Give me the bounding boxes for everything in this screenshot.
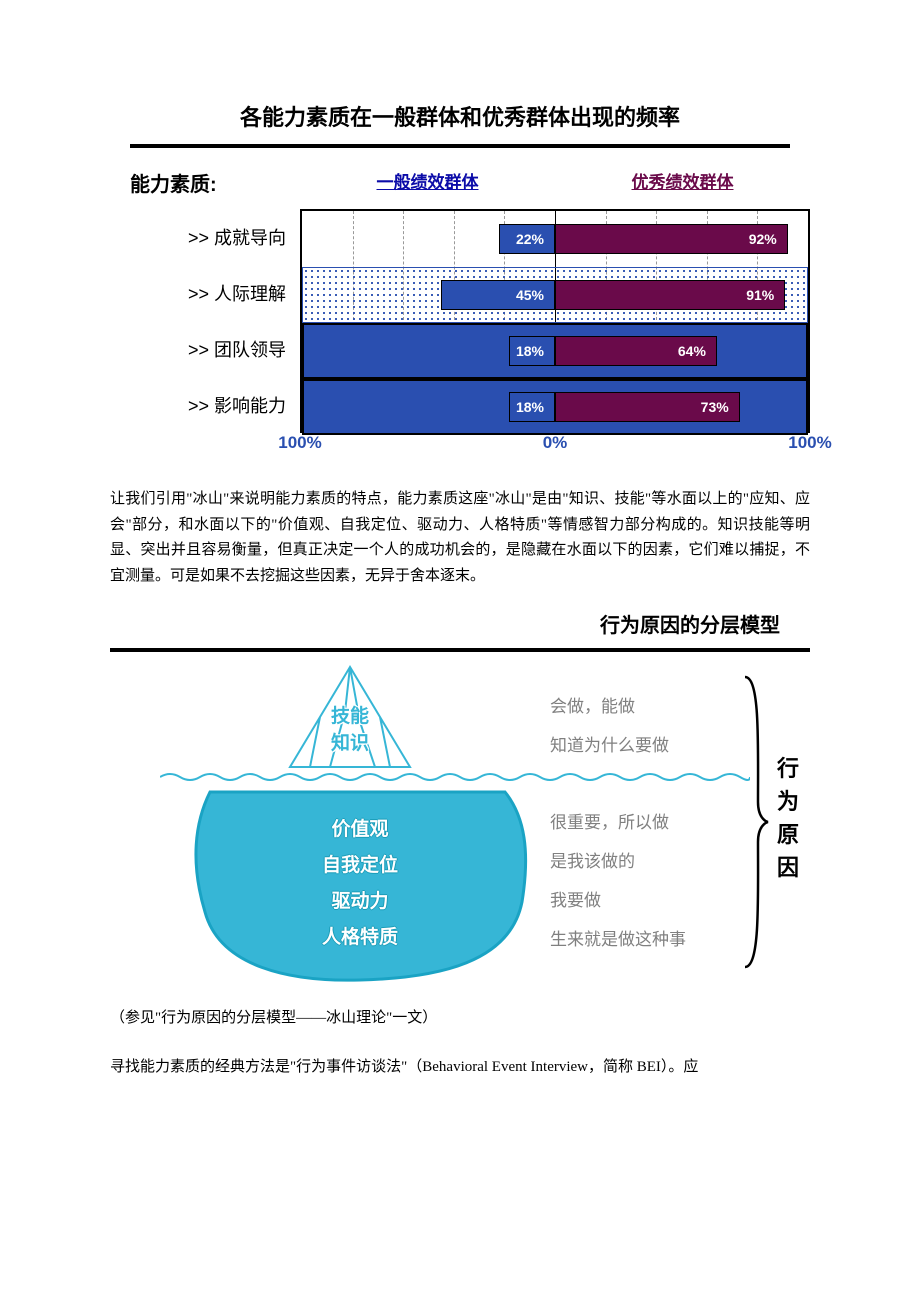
desc-bot-1: 是我该做的 xyxy=(550,847,730,872)
axis-left: 100% xyxy=(278,433,321,453)
b-label-personality: 人格特质 xyxy=(190,920,530,956)
axis-labels: 100% 0% 100% xyxy=(300,433,810,457)
chart1-row: 18%64% xyxy=(302,323,808,379)
chart1-row: 18%73% xyxy=(302,379,808,435)
row-label: >> 影响能力 xyxy=(110,377,300,433)
desc-top-1: 知道为什么要做 xyxy=(550,731,730,756)
chart1-area: >> 成就导向>> 人际理解>> 团队领导>> 影响能力 22%92%45%91… xyxy=(110,209,810,433)
top-label-knowledge: 知识 xyxy=(260,731,440,758)
chart1-row: 45%91% xyxy=(302,267,808,323)
bar-group-b: 92% xyxy=(555,224,788,254)
b-label-values: 价值观 xyxy=(190,812,530,848)
curly-brace-icon xyxy=(740,672,770,972)
bar-group-a: 18% xyxy=(509,336,555,366)
bar-group-b: 64% xyxy=(555,336,717,366)
bar-group-b: 91% xyxy=(555,280,785,310)
chart2: 行为原因的分层模型 技能 知识 价值观 自我定位 驱动力 xyxy=(110,609,810,992)
desc-bot-2: 我要做 xyxy=(550,886,730,911)
iceberg-tip: 技能 知识 xyxy=(260,662,440,772)
chart1-row: 22%92% xyxy=(302,211,808,267)
b-label-drive: 驱动力 xyxy=(190,884,530,920)
header-group-b: 优秀绩效群体 xyxy=(555,168,810,197)
paragraph-2: 寻找能力素质的经典方法是"行为事件访谈法"（Behavioral Event I… xyxy=(110,1055,810,1081)
bar-group-b: 73% xyxy=(555,392,740,422)
row-header-label: 能力素质: xyxy=(110,168,300,197)
vertical-label: 行为原因 xyxy=(775,752,801,884)
paragraph-1: 让我们引用"冰山"来说明能力素质的特点，能力素质这座"冰山"是由"知识、技能"等… xyxy=(110,487,810,589)
chart1: 各能力素质在一般群体和优秀群体出现的频率 能力素质: 一般绩效群体 优秀绩效群体… xyxy=(110,100,810,457)
header-group-a: 一般绩效群体 xyxy=(300,168,555,197)
row-label: >> 团队领导 xyxy=(110,321,300,377)
bar-group-a: 18% xyxy=(509,392,555,422)
iceberg-base: 价值观 自我定位 驱动力 人格特质 xyxy=(190,782,530,982)
chart1-title: 各能力素质在一般群体和优秀群体出现的频率 xyxy=(110,100,810,132)
top-label-skill: 技能 xyxy=(260,704,440,731)
axis-right: 100% xyxy=(788,433,831,453)
axis-mid: 0% xyxy=(543,433,568,453)
chart1-headers: 能力素质: 一般绩效群体 优秀绩效群体 xyxy=(110,168,810,197)
chart1-plot: 22%92%45%91%18%64%18%73% xyxy=(300,209,810,433)
iceberg-area: 技能 知识 价值观 自我定位 驱动力 人格特质 会做，能做 知道为什么要做 很重… xyxy=(110,652,810,992)
row-label: >> 人际理解 xyxy=(110,265,300,321)
bar-group-a: 45% xyxy=(441,280,555,310)
chart2-title: 行为原因的分层模型 xyxy=(110,609,810,638)
b-label-selfpos: 自我定位 xyxy=(190,848,530,884)
desc-bot-3: 生来就是做这种事 xyxy=(550,925,730,950)
bar-group-a: 22% xyxy=(499,224,555,254)
title-underline xyxy=(130,144,790,148)
descriptions-column: 会做，能做 知道为什么要做 很重要，所以做 是我该做的 我要做 生来就是做这种事 xyxy=(550,692,730,964)
desc-bot-0: 很重要，所以做 xyxy=(550,808,730,833)
caption: （参见"行为原因的分层模型——冰山理论"一文） xyxy=(110,1006,810,1027)
row-labels-column: >> 成就导向>> 人际理解>> 团队领导>> 影响能力 xyxy=(110,209,300,433)
row-label: >> 成就导向 xyxy=(110,209,300,265)
desc-top-0: 会做，能做 xyxy=(550,692,730,717)
